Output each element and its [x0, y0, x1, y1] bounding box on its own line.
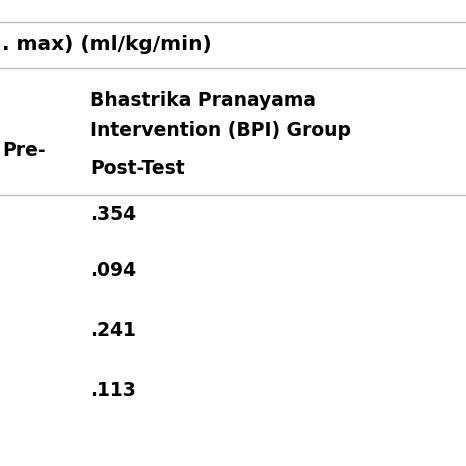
Text: Bhastrika Pranayama: Bhastrika Pranayama: [90, 90, 316, 110]
Text: Intervention (BPI) Group: Intervention (BPI) Group: [90, 121, 351, 139]
Text: .094: .094: [90, 260, 136, 280]
Text: .113: .113: [90, 381, 136, 399]
Text: .354: .354: [90, 206, 136, 225]
Text: .241: .241: [90, 321, 136, 340]
Text: . max) (ml/kg/min): . max) (ml/kg/min): [2, 35, 212, 55]
Text: Pre-: Pre-: [2, 141, 46, 159]
Text: Post-Test: Post-Test: [90, 158, 185, 178]
